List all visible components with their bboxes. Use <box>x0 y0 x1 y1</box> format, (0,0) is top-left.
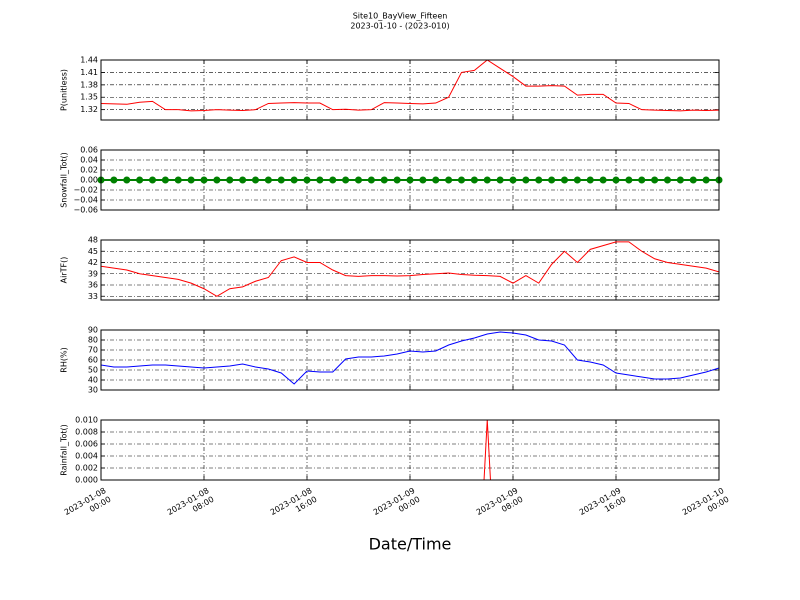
data-point <box>329 176 337 184</box>
y-axis-label: Snowfall_Tot() <box>60 152 69 208</box>
axes-frame <box>100 329 720 391</box>
data-point <box>548 176 556 184</box>
data-point <box>573 176 581 184</box>
data-point <box>638 176 646 184</box>
data-point <box>522 176 530 184</box>
y-tick-label: 0.010 <box>75 416 98 425</box>
data-line <box>101 331 719 385</box>
data-point <box>380 176 388 184</box>
data-point <box>586 176 594 184</box>
y-tick-label: 60 <box>88 356 98 365</box>
chart-subtitle: 2023-01-10 - (2023-010) <box>350 22 449 31</box>
data-point <box>136 176 144 184</box>
data-point <box>252 176 259 184</box>
data-point <box>239 176 247 184</box>
data-point <box>651 176 659 184</box>
data-point <box>483 176 491 184</box>
axes-frame <box>100 149 720 211</box>
x-axis-label: Date/Time <box>369 535 452 554</box>
y-tick-label: 50 <box>88 366 98 375</box>
axes-frame <box>100 419 720 481</box>
y-tick-label: 0.000 <box>75 476 98 485</box>
y-tick-label: 0.02 <box>80 166 98 175</box>
y-tick-label: 0.04 <box>80 156 98 165</box>
data-point <box>123 176 131 184</box>
data-point <box>110 176 118 184</box>
data-point <box>496 176 504 184</box>
y-tick-label: −0.02 <box>73 186 98 195</box>
y-tick-label: 1.41 <box>80 68 98 77</box>
y-tick-label: 33 <box>88 292 98 301</box>
data-point <box>664 176 671 184</box>
axes-frame <box>100 239 720 301</box>
y-tick-label: 0.06 <box>80 146 98 155</box>
y-tick-label: 48 <box>88 236 98 245</box>
data-point <box>355 176 362 184</box>
data-point <box>213 176 221 184</box>
y-axis-label: RH(%) <box>60 347 69 372</box>
y-tick-label: 80 <box>88 336 98 345</box>
data-point <box>393 176 401 184</box>
data-point <box>561 176 568 184</box>
y-tick-label: 36 <box>88 281 98 290</box>
data-point <box>226 176 234 184</box>
y-axis-label: Rainfall_Tot() <box>60 424 69 476</box>
data-point <box>676 176 684 184</box>
data-point <box>470 176 478 184</box>
y-tick-label: −0.04 <box>73 196 98 205</box>
data-point <box>303 176 311 184</box>
data-point <box>264 176 272 184</box>
chart-title: Site10_BayView_Fifteen <box>353 12 448 21</box>
y-tick-label: 0.00 <box>80 176 98 185</box>
data-point <box>406 176 414 184</box>
data-point <box>187 176 195 184</box>
y-tick-label: 1.32 <box>80 105 98 114</box>
data-point <box>445 176 453 184</box>
y-tick-label: 30 <box>88 386 98 395</box>
y-tick-label: 0.004 <box>75 452 98 461</box>
data-line <box>101 241 719 297</box>
data-point <box>625 176 633 184</box>
data-point <box>342 176 350 184</box>
y-tick-label: 1.35 <box>80 93 98 102</box>
y-tick-label: 90 <box>88 326 98 335</box>
data-point <box>316 176 324 184</box>
data-point <box>200 176 208 184</box>
data-point <box>149 176 156 184</box>
data-point <box>458 176 465 184</box>
data-point <box>161 176 169 184</box>
y-tick-label: 45 <box>88 247 98 256</box>
y-tick-label: 40 <box>88 376 98 385</box>
data-line <box>101 60 719 112</box>
data-point <box>367 176 375 184</box>
data-point <box>535 176 543 184</box>
data-point <box>432 176 440 184</box>
data-point <box>689 176 697 184</box>
data-point <box>509 176 517 184</box>
y-tick-label: 0.008 <box>75 428 98 437</box>
y-tick-label: 42 <box>88 258 98 267</box>
y-tick-label: 1.38 <box>80 80 98 89</box>
data-point <box>612 176 620 184</box>
data-point <box>174 176 182 184</box>
y-axis-label: AirTF() <box>60 257 69 284</box>
data-point <box>419 176 427 184</box>
y-axis-label: P(unitless) <box>60 69 69 111</box>
y-tick-label: 0.006 <box>75 440 98 449</box>
y-tick-label: 70 <box>88 346 98 355</box>
data-point <box>290 176 298 184</box>
y-tick-label: 1.44 <box>80 56 98 65</box>
data-point <box>277 176 285 184</box>
data-point <box>599 176 607 184</box>
y-tick-label: 39 <box>88 269 98 278</box>
axes-frame <box>100 59 720 121</box>
y-tick-label: 0.002 <box>75 464 98 473</box>
y-tick-label: −0.06 <box>73 206 98 215</box>
data-point <box>702 176 710 184</box>
